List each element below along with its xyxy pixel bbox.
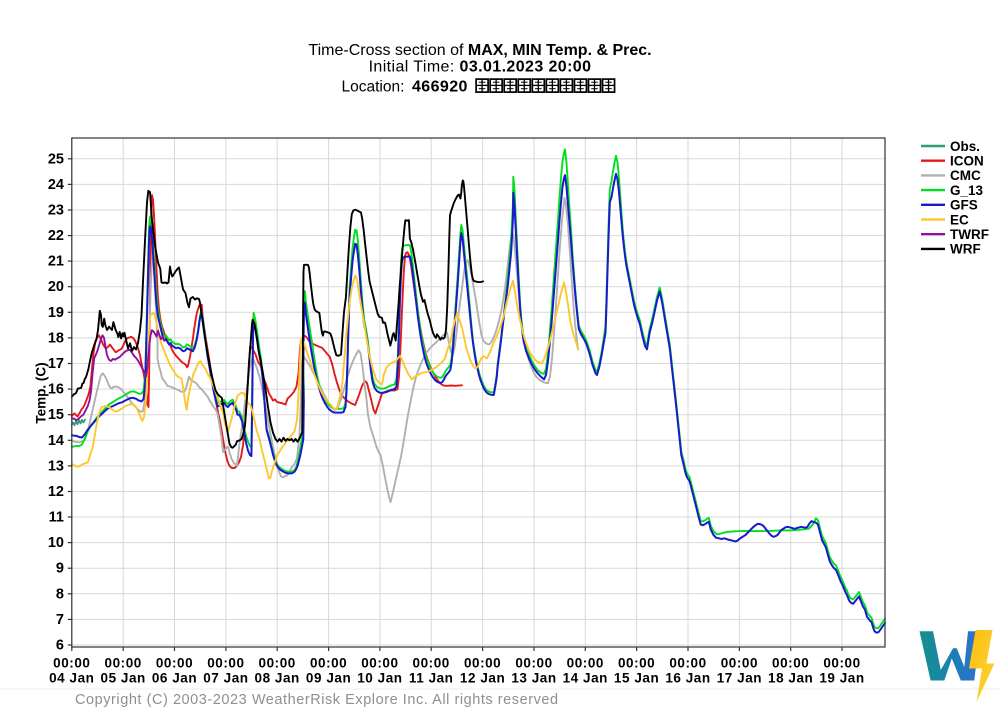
svg-text:Obs.: Obs. xyxy=(950,139,980,154)
svg-text:00:00: 00:00 xyxy=(618,656,655,671)
svg-text:00:00: 00:00 xyxy=(567,656,604,671)
svg-text:09 Jan: 09 Jan xyxy=(306,671,351,686)
svg-text:19 Jan: 19 Jan xyxy=(819,671,864,686)
svg-text:00:00: 00:00 xyxy=(105,656,142,671)
svg-text:16 Jan: 16 Jan xyxy=(665,671,710,686)
svg-text:G_13: G_13 xyxy=(950,183,984,198)
svg-text:00:00: 00:00 xyxy=(207,656,244,671)
svg-text:8: 8 xyxy=(56,586,64,602)
svg-text:00:00: 00:00 xyxy=(310,656,347,671)
svg-text:07 Jan: 07 Jan xyxy=(203,671,248,686)
svg-text:15 Jan: 15 Jan xyxy=(614,671,659,686)
svg-text:00:00: 00:00 xyxy=(823,656,860,671)
svg-text:24: 24 xyxy=(48,177,64,193)
svg-text:11: 11 xyxy=(49,510,64,526)
svg-text:Time-Cross section of MAX, MIN: Time-Cross section of MAX, MIN Temp. & P… xyxy=(308,42,651,59)
svg-text:18 Jan: 18 Jan xyxy=(768,671,813,686)
svg-text:00:00: 00:00 xyxy=(361,656,398,671)
svg-text:12: 12 xyxy=(48,484,64,500)
svg-text:21: 21 xyxy=(48,254,64,270)
svg-text:WRF: WRF xyxy=(950,242,981,257)
svg-text:GFS: GFS xyxy=(950,198,978,213)
svg-text:17 Jan: 17 Jan xyxy=(717,671,762,686)
svg-text:Copyright (C) 2003-2023 Weathe: Copyright (C) 2003-2023 WeatherRisk Expl… xyxy=(75,692,559,708)
svg-text:00:00: 00:00 xyxy=(515,656,552,671)
svg-text:10 Jan: 10 Jan xyxy=(357,671,402,686)
svg-text:06 Jan: 06 Jan xyxy=(152,671,197,686)
svg-text:00:00: 00:00 xyxy=(156,656,193,671)
svg-text:17: 17 xyxy=(48,356,64,372)
svg-text:00:00: 00:00 xyxy=(413,656,450,671)
svg-text:08 Jan: 08 Jan xyxy=(255,671,300,686)
svg-text:18: 18 xyxy=(48,330,64,346)
svg-text:00:00: 00:00 xyxy=(53,656,90,671)
svg-text:16: 16 xyxy=(48,382,64,398)
svg-text:00:00: 00:00 xyxy=(772,656,809,671)
svg-text:14: 14 xyxy=(48,433,64,449)
svg-text:00:00: 00:00 xyxy=(721,656,758,671)
svg-text:CMC: CMC xyxy=(950,168,981,183)
svg-text:EC: EC xyxy=(950,212,969,227)
svg-text:23: 23 xyxy=(48,203,64,219)
svg-text:00:00: 00:00 xyxy=(669,656,706,671)
svg-text:13 Jan: 13 Jan xyxy=(511,671,556,686)
svg-text:10: 10 xyxy=(48,535,64,551)
svg-text:Temp. (C): Temp. (C) xyxy=(34,362,49,423)
svg-text:15: 15 xyxy=(48,407,64,423)
svg-text:9: 9 xyxy=(56,561,64,577)
svg-text:7: 7 xyxy=(56,612,64,628)
svg-text:12 Jan: 12 Jan xyxy=(460,671,505,686)
svg-text:19: 19 xyxy=(48,305,64,321)
svg-text:22: 22 xyxy=(48,228,64,244)
svg-text:ICON: ICON xyxy=(950,154,984,169)
svg-text:00:00: 00:00 xyxy=(464,656,501,671)
svg-text:00:00: 00:00 xyxy=(259,656,296,671)
svg-text:6: 6 xyxy=(56,638,64,654)
svg-text:TWRF: TWRF xyxy=(950,227,989,242)
svg-text:466920: 466920 xyxy=(412,79,468,96)
svg-text:20: 20 xyxy=(48,279,64,295)
svg-text:14 Jan: 14 Jan xyxy=(563,671,608,686)
svg-text:13: 13 xyxy=(48,458,64,474)
svg-text:25: 25 xyxy=(48,151,64,167)
svg-text:04 Jan: 04 Jan xyxy=(49,671,94,686)
svg-text:05 Jan: 05 Jan xyxy=(101,671,146,686)
svg-text:Initial Time: 03.01.2023 20:00: Initial Time: 03.01.2023 20:00 xyxy=(369,59,592,76)
svg-text:11 Jan: 11 Jan xyxy=(409,671,454,686)
svg-text:Location:: Location: xyxy=(342,79,405,96)
